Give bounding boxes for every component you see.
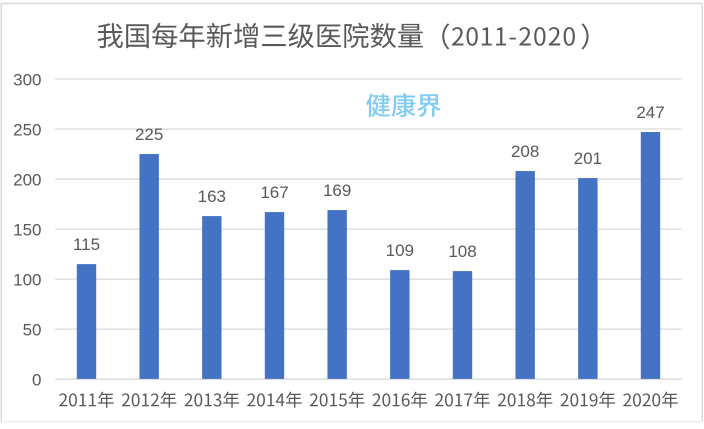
svg-text:100: 100 [13,270,41,289]
svg-text:50: 50 [23,320,42,339]
svg-text:201: 201 [574,149,602,168]
svg-text:109: 109 [386,241,414,260]
svg-text:300: 300 [13,70,41,89]
svg-text:225: 225 [135,125,163,144]
svg-text:0: 0 [32,371,41,390]
svg-text:169: 169 [323,181,351,200]
svg-text:167: 167 [260,183,288,202]
svg-text:247: 247 [636,103,664,122]
svg-text:250: 250 [13,120,41,139]
svg-text:200: 200 [13,170,41,189]
svg-text:115: 115 [73,235,100,254]
svg-text:150: 150 [13,220,41,239]
svg-text:208: 208 [511,142,539,161]
svg-text:163: 163 [198,187,226,206]
svg-text:108: 108 [448,242,476,261]
